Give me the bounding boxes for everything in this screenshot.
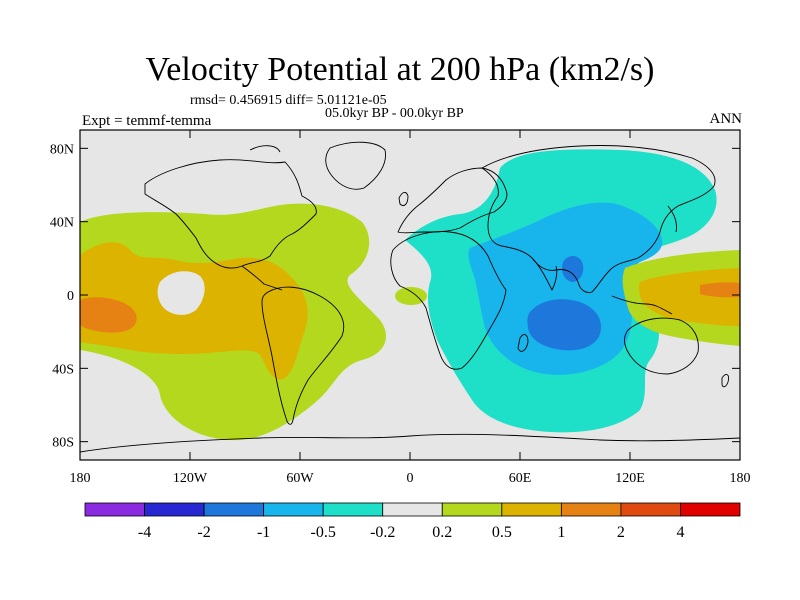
- contour-pos-pacific-1: [80, 297, 137, 333]
- coast-arctic-islands: [249, 145, 281, 153]
- colorbar: -4 -2 -1 -0.5 -0.2 0.2 0.5 1 2 4: [84, 502, 741, 541]
- colorbar-swatch: [203, 502, 265, 517]
- colorbar-swatch: [382, 502, 443, 517]
- contour-pos-west-africa: [395, 287, 427, 305]
- contour-neg-indian-0.5: [468, 202, 663, 375]
- x-tick-label: 180: [730, 471, 751, 486]
- coastlines: [80, 141, 740, 453]
- colorbar-label: 1: [557, 524, 565, 541]
- y-tick-label: 40N: [50, 216, 74, 231]
- coast-africa: [390, 231, 507, 370]
- colorbar-swatch: [144, 502, 205, 517]
- contour-neg-bay-of-bengal: [562, 256, 584, 282]
- y-tick-label: 80N: [50, 142, 74, 157]
- chart-title: Velocity Potential at 200 hPa (km2/s): [145, 51, 655, 88]
- x-tick-label: 120W: [173, 471, 208, 486]
- axis-ticks: 180 120W 60W 0 60E 120E 180 80N 40N 0 40S 80S: [50, 130, 751, 486]
- coast-new-zealand: [721, 374, 729, 388]
- y-tick-label: 40S: [52, 362, 74, 377]
- colorbar-label: -2: [197, 524, 210, 541]
- x-tick-label: 60E: [509, 471, 532, 486]
- coast-asia: [481, 145, 716, 293]
- contour-pos-westpac-1: [700, 282, 740, 298]
- period-label: 05.0kyr BP - 00.0kyr BP: [325, 106, 464, 121]
- colorbar-label: -0.5: [311, 524, 336, 541]
- colorbar-swatch: [680, 502, 741, 517]
- contour-neutral-hole-pacific: [157, 271, 205, 315]
- colorbar-label: 0.5: [492, 524, 512, 541]
- coast-japan: [667, 205, 677, 233]
- coast-south-america: [261, 286, 345, 425]
- colorbar-label: -1: [257, 524, 270, 541]
- y-tick-label: 80S: [52, 436, 74, 451]
- colorbar-label: -0.2: [370, 524, 395, 541]
- coast-uk: [398, 191, 409, 207]
- colorbar-label: 4: [676, 524, 684, 541]
- x-tick-label: 120E: [615, 471, 645, 486]
- x-tick-label: 60W: [286, 471, 314, 486]
- colorbar-swatch: [620, 502, 681, 517]
- colorbar-label: 0.2: [432, 524, 452, 541]
- colorbar-swatch: [441, 502, 503, 517]
- experiment-label: Expt = temmf-temma: [82, 113, 212, 129]
- coast-india: [531, 257, 558, 291]
- coast-maritime-continent: [611, 295, 673, 315]
- colorbar-swatch: [84, 502, 145, 517]
- map-field: [80, 130, 740, 460]
- coast-madagascar: [517, 334, 529, 352]
- colorbar-label: 2: [617, 524, 625, 541]
- stats-label: rmsd= 0.456915 diff= 5.01121e-05: [190, 93, 387, 108]
- coast-greenland: [325, 141, 386, 190]
- coast-europe: [397, 167, 508, 234]
- colorbar-swatch: [501, 502, 562, 517]
- x-tick-label: 0: [407, 471, 414, 486]
- colorbar-swatch: [560, 502, 622, 517]
- colorbar-label: -4: [138, 524, 151, 541]
- colorbar-swatch: [322, 502, 384, 517]
- y-tick-label: 0: [67, 289, 74, 304]
- contour-pos-westpac-0.5: [638, 268, 740, 326]
- coast-north-america: [144, 159, 317, 269]
- coast-australia: [624, 317, 699, 375]
- coast-antarctica: [80, 433, 740, 453]
- x-tick-label: 180: [70, 471, 91, 486]
- season-label: ANN: [709, 111, 743, 127]
- contour-neg-indian-1: [527, 299, 602, 351]
- colorbar-swatch: [263, 502, 324, 517]
